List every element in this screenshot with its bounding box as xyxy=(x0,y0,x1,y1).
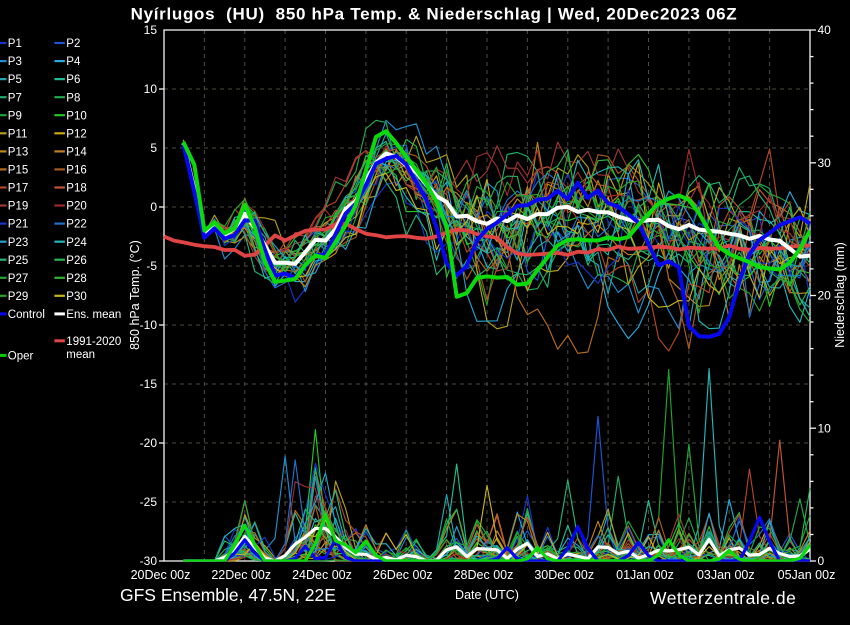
svg-text:15: 15 xyxy=(144,23,158,37)
svg-text:28Dec 00z: 28Dec 00z xyxy=(454,568,514,582)
svg-text:mean: mean xyxy=(66,349,95,361)
svg-text:P1: P1 xyxy=(8,38,22,50)
svg-text:Nyírlugos (HU) 850 hPa Temp.: Nyírlugos (HU) 850 hPa Temp. & Niedersch… xyxy=(131,5,738,24)
svg-text:-10: -10 xyxy=(140,318,158,332)
svg-text:-5: -5 xyxy=(146,259,157,273)
svg-text:Oper: Oper xyxy=(8,351,34,363)
svg-text:-25: -25 xyxy=(140,495,158,509)
svg-text:P23: P23 xyxy=(8,237,28,249)
svg-text:P6: P6 xyxy=(66,74,80,86)
svg-text:P18: P18 xyxy=(66,183,86,195)
svg-text:Ens. mean: Ens. mean xyxy=(66,309,121,321)
svg-text:P10: P10 xyxy=(66,110,86,122)
svg-text:P26: P26 xyxy=(66,255,86,267)
svg-text:26Dec 00z: 26Dec 00z xyxy=(373,568,433,582)
svg-text:P19: P19 xyxy=(8,201,28,213)
svg-text:P22: P22 xyxy=(66,219,86,231)
svg-text:P17: P17 xyxy=(8,183,28,195)
svg-text:P29: P29 xyxy=(8,291,28,303)
svg-text:24Dec 00z: 24Dec 00z xyxy=(292,568,352,582)
svg-text:22Dec 00z: 22Dec 00z xyxy=(211,568,271,582)
svg-text:P8: P8 xyxy=(66,92,80,104)
svg-text:P16: P16 xyxy=(66,165,86,177)
svg-text:20: 20 xyxy=(818,289,832,303)
svg-text:P7: P7 xyxy=(8,92,22,104)
svg-text:P12: P12 xyxy=(66,128,86,140)
svg-text:850 hPa Temp. (°C): 850 hPa Temp. (°C) xyxy=(128,240,142,350)
svg-text:P4: P4 xyxy=(66,56,81,68)
svg-text:Wetterzentrale.de: Wetterzentrale.de xyxy=(650,588,796,608)
svg-text:P20: P20 xyxy=(66,201,86,213)
svg-text:P9: P9 xyxy=(8,110,22,122)
svg-text:03Jan 00z: 03Jan 00z xyxy=(697,568,755,582)
svg-text:P11: P11 xyxy=(8,128,28,140)
svg-text:P27: P27 xyxy=(8,273,28,285)
svg-text:20Dec 00z: 20Dec 00z xyxy=(131,568,191,582)
svg-text:05Jan 00z: 05Jan 00z xyxy=(778,568,836,582)
svg-text:P2: P2 xyxy=(66,38,80,50)
svg-text:5: 5 xyxy=(150,141,157,155)
svg-text:1991-2020: 1991-2020 xyxy=(66,336,121,348)
svg-text:P25: P25 xyxy=(8,255,28,267)
svg-text:10: 10 xyxy=(818,421,832,435)
svg-text:10: 10 xyxy=(144,82,158,96)
svg-text:-30: -30 xyxy=(140,554,158,568)
svg-text:-20: -20 xyxy=(140,436,158,450)
svg-text:P15: P15 xyxy=(8,165,28,177)
svg-text:P13: P13 xyxy=(8,147,28,159)
svg-text:0: 0 xyxy=(818,554,825,568)
svg-text:P5: P5 xyxy=(8,74,22,86)
svg-text:-15: -15 xyxy=(140,377,158,391)
svg-text:P14: P14 xyxy=(66,147,87,159)
svg-text:Control: Control xyxy=(8,309,45,321)
svg-text:30Dec 00z: 30Dec 00z xyxy=(534,568,594,582)
svg-text:P3: P3 xyxy=(8,56,22,68)
svg-text:40: 40 xyxy=(818,23,832,37)
svg-text:0: 0 xyxy=(150,200,157,214)
svg-text:P24: P24 xyxy=(66,237,87,249)
svg-text:01Jan 00z: 01Jan 00z xyxy=(616,568,674,582)
svg-text:Date (UTC): Date (UTC) xyxy=(455,588,519,602)
svg-text:Niederschlag (mm): Niederschlag (mm) xyxy=(833,242,847,348)
svg-text:GFS Ensemble, 47.5N, 22E: GFS Ensemble, 47.5N, 22E xyxy=(120,585,336,605)
svg-text:P28: P28 xyxy=(66,273,86,285)
svg-text:P21: P21 xyxy=(8,219,28,231)
svg-text:P30: P30 xyxy=(66,291,86,303)
svg-text:30: 30 xyxy=(818,156,832,170)
